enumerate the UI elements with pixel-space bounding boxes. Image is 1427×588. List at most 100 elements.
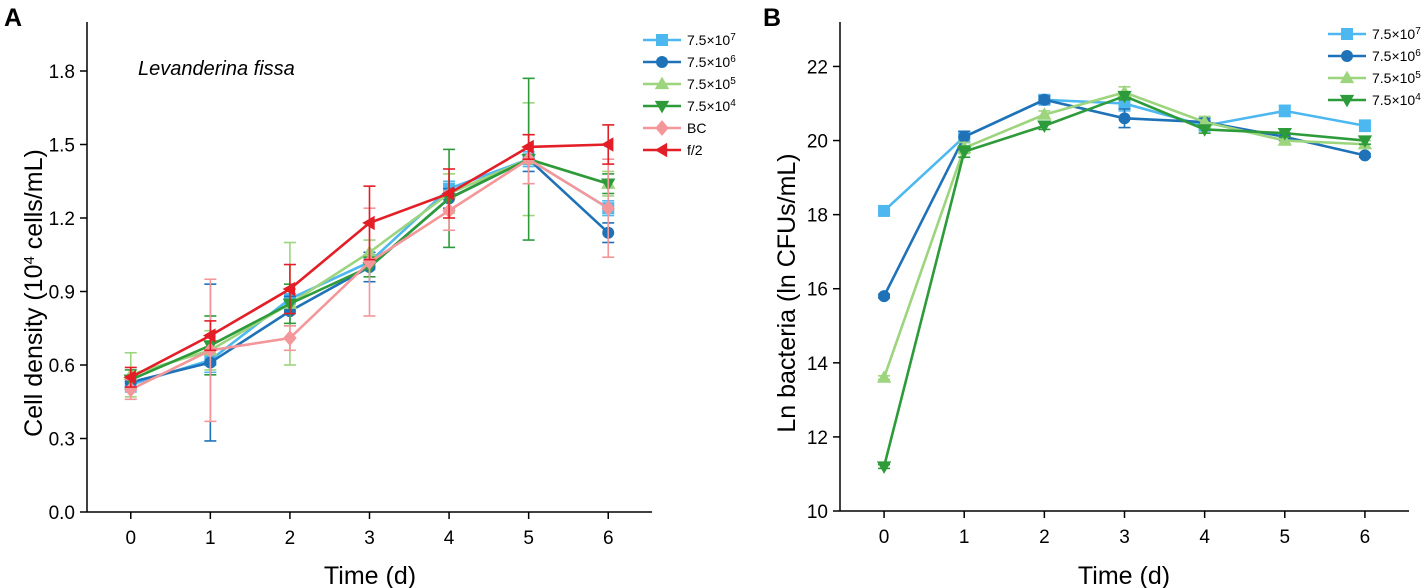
panel-b-x-tick-label: 2 xyxy=(1039,527,1050,548)
panel-a-data-point xyxy=(283,330,297,346)
panel-a-data-point xyxy=(521,139,534,155)
panel-a-y-tick-label: 0.9 xyxy=(49,283,75,304)
panel-a-x-tick-label: 4 xyxy=(444,528,455,549)
panel-a-x-tick-label: 5 xyxy=(523,528,534,549)
panel-a-series-4 xyxy=(124,133,615,423)
panel-a-y-axis-label: Cell density (104 cells/mL) xyxy=(20,149,48,437)
panel-b-x-tick-label: 6 xyxy=(1360,527,1371,548)
panel-a-y-axis-label-sup: 4 xyxy=(21,256,38,264)
panel-a-x-axis-label: Time (d) xyxy=(324,562,416,588)
panel-b-data-point xyxy=(1357,135,1373,148)
panel-b-data-point xyxy=(876,370,892,383)
panel-b-legend: 7.5×107 7.5×106 7.5×105 7.5×104 xyxy=(1328,26,1421,109)
panel-a-legend-item: f/2 xyxy=(643,142,703,158)
panel-b-x-tick-label: 0 xyxy=(879,527,890,548)
panel-a-legend-marker xyxy=(654,100,670,114)
panel-b-legend-marker xyxy=(1339,94,1355,108)
panel-a-legend-label: f/2 xyxy=(687,142,703,158)
panel-b-data-point xyxy=(1117,90,1132,104)
panel-a-data-point xyxy=(441,186,455,201)
panel-a-data-point xyxy=(203,328,216,343)
panel-a-x-tick-label: 2 xyxy=(285,528,296,549)
panel-b-x-tick-label: 5 xyxy=(1279,527,1290,548)
panel-a-annotation: Levanderina fissa xyxy=(138,58,295,80)
panel-a-legend-marker xyxy=(656,56,668,68)
panel-b-data-point xyxy=(1037,107,1052,120)
panel-a-y-axis-label-pre: Cell density (10 xyxy=(20,265,48,437)
panel-a-legend-label: BC xyxy=(687,120,706,136)
panel-b-label: B xyxy=(763,4,781,32)
panel-a-legend-label: 7.5×104 xyxy=(687,98,736,115)
panel-b-data-point xyxy=(1038,93,1051,106)
panel-a-y-axis-label-post: cells/mL) xyxy=(20,149,48,256)
panel-a-y-tick-label: 1.5 xyxy=(49,136,75,157)
panel-b-data-point xyxy=(878,204,891,217)
panel-a-y-tick-label: 0.3 xyxy=(49,430,75,451)
panel-b-y-tick-label: 14 xyxy=(807,354,829,375)
panel-b-x-tick-label: 4 xyxy=(1199,527,1210,548)
panel-a-x-tick-label: 0 xyxy=(125,528,136,549)
panel-b-data-point xyxy=(1197,124,1212,137)
panel-a-legend-item: 7.5×107 xyxy=(643,32,736,48)
panel-b-y-axis-label: Ln bacteria (ln CFUs/mL) xyxy=(773,153,801,432)
panel-a-legend-marker xyxy=(654,76,670,90)
panel-a-legend-marker xyxy=(655,120,669,136)
panel-a-series-5 xyxy=(123,124,615,388)
panel-b-y-tick-label: 12 xyxy=(807,428,828,449)
panel-b-y-tick-label: 22 xyxy=(807,57,828,78)
panel-a-legend-item: 7.5×105 xyxy=(643,76,736,93)
panel-b-legend-label: 7.5×104 xyxy=(1372,92,1421,109)
panel-b-data-point xyxy=(1037,120,1052,134)
panel-b-x-tick-label: 3 xyxy=(1119,527,1130,548)
panel-b-legend-label: 7.5×106 xyxy=(1372,48,1421,65)
panel-b-legend-marker xyxy=(1339,70,1355,84)
panel-a-y-tick-label: 0.0 xyxy=(49,503,75,524)
panel-b-x-tick-label: 1 xyxy=(959,527,970,548)
panel-a-label: A xyxy=(4,4,22,32)
panel-b-series-3 xyxy=(876,90,1373,474)
panel-a-y-tick-label: 1.2 xyxy=(49,209,75,230)
panel-b-series-2 xyxy=(876,85,1373,383)
panel-a-x-tick-label: 1 xyxy=(205,528,216,549)
panel-a-y-tick-label: 1.8 xyxy=(49,62,75,83)
panel-a-data-point xyxy=(362,215,375,231)
panel-a-legend-label: 7.5×106 xyxy=(687,54,736,71)
panel-b-legend-item: 7.5×104 xyxy=(1328,92,1421,109)
panel-a-data-point xyxy=(123,370,136,385)
panel-a-x-tick-label: 6 xyxy=(603,528,614,549)
panel-b-data-point xyxy=(957,146,972,159)
panel-a-legend-item: BC xyxy=(643,120,706,136)
panel-b-y-tick-label: 18 xyxy=(807,206,828,227)
panel-b-x-axis-label: Time (d) xyxy=(1078,562,1170,588)
panel-a-data-point xyxy=(282,281,296,297)
panel-b-legend-item: 7.5×107 xyxy=(1328,26,1421,43)
panel-a: A Levanderina fissa Time (d) Cell densit… xyxy=(4,4,736,588)
panel-a-legend-label: 7.5×105 xyxy=(687,76,736,93)
panel-b-data-point xyxy=(1118,112,1131,125)
panel-b-y-tick-label: 10 xyxy=(807,502,828,523)
panel-a-y-tick-label: 0.6 xyxy=(49,356,75,377)
panel-b-data-point xyxy=(1278,104,1291,117)
panel-a-legend: 7.5×107 7.5×106 7.5×105 7.5×104 BC f/2 xyxy=(643,32,736,158)
panel-b-legend-item: 7.5×106 xyxy=(1328,48,1421,65)
panel-b: B Time (d) Ln bacteria (ln CFUs/mL) 1012… xyxy=(763,4,1421,588)
panel-b-y-tick-label: 20 xyxy=(807,132,828,153)
panel-b-legend-marker xyxy=(1341,50,1353,62)
panel-a-legend-item: 7.5×106 xyxy=(643,54,736,71)
panel-a-legend-marker xyxy=(656,34,668,46)
panel-a-legend-item: 7.5×104 xyxy=(643,98,736,115)
panel-b-legend-label: 7.5×107 xyxy=(1372,26,1421,43)
panel-a-data-point xyxy=(601,200,615,217)
panel-b-legend-label: 7.5×105 xyxy=(1372,70,1421,87)
panel-b-legend-item: 7.5×105 xyxy=(1328,70,1421,87)
panel-b-y-tick-label: 16 xyxy=(807,280,828,301)
panel-a-plot: 0.0 0.3 0.6 0.9 1.2 1.5 1.8 0 1 2 3 4 5 6 xyxy=(49,22,652,549)
panel-a-data-point xyxy=(600,137,614,152)
panel-a-legend-marker xyxy=(654,142,668,158)
panel-b-data-point xyxy=(1358,119,1371,132)
panel-b-data-point xyxy=(878,290,891,303)
panel-b-data-point xyxy=(876,461,892,474)
panel-b-legend-marker xyxy=(1341,28,1353,40)
